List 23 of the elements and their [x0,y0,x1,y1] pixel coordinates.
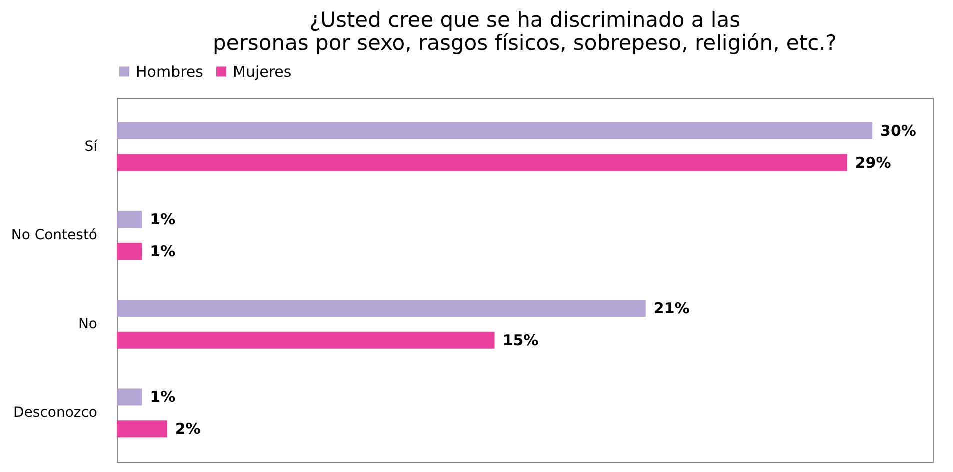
bar [117,154,848,172]
bar [117,122,873,140]
bar [117,211,142,228]
data-label: 2% [175,420,201,438]
data-label: 30% [880,122,916,140]
y-tick-label: Sí [84,138,99,155]
data-label: 1% [150,388,176,406]
y-tick-label: Desconozco [14,405,98,422]
y-tick-label: No [78,316,98,332]
bar [117,243,142,260]
data-label: 15% [502,331,539,350]
bar [117,300,646,317]
legend-label: Mujeres [233,62,292,81]
bar [117,388,142,406]
data-label: 21% [654,299,690,318]
data-label: 1% [150,210,176,229]
legend-label: Hombres [136,62,204,81]
chart-title: ¿Usted cree que se ha discriminado a las personas por sexo, rasgos físicos, sobrepeso, religión, etc.? [213,8,837,55]
bar [117,332,495,349]
data-label: 29% [855,154,892,172]
bar [117,420,168,438]
data-label: 1% [150,242,176,261]
y-tick-label: No Contestó [11,228,98,244]
